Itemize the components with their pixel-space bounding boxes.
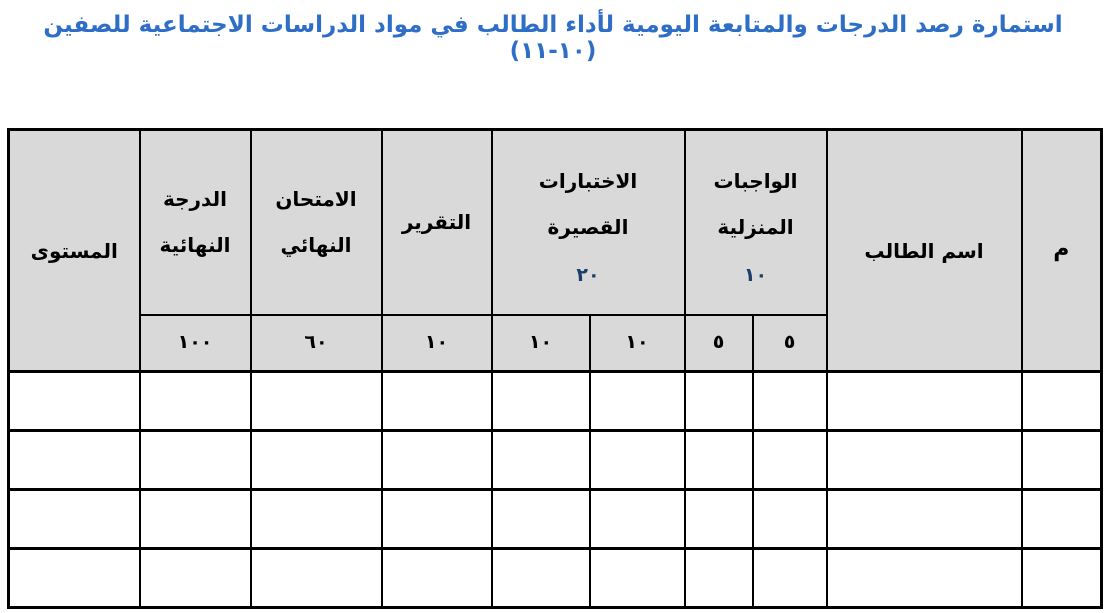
report-max: ١٠: [380, 313, 493, 373]
col-header-level: المستوى: [7, 128, 141, 373]
empty-grade-cell: [683, 370, 754, 432]
empty-grade-cell: [380, 429, 493, 491]
empty-grade-cell: [7, 547, 141, 609]
col-header-final-grade: الدرجة النهائية: [138, 128, 252, 316]
table-row: [7, 547, 1103, 609]
empty-grade-cell: [7, 429, 141, 491]
empty-grade-cell: [249, 370, 383, 432]
empty-grade-cell: [751, 547, 828, 609]
quizzes-sub2-max: ١٠: [490, 313, 591, 373]
table-row: [7, 488, 1103, 550]
empty-grade-cell: [1020, 547, 1103, 609]
table-header: م اسم الطالب الواجبات المنزلية ١٠ الاختب…: [7, 128, 1103, 373]
grades-table: م اسم الطالب الواجبات المنزلية ١٠ الاختب…: [7, 128, 1103, 609]
homework-sub2-max: ٥: [683, 313, 754, 373]
quizzes-sub1-max: ١٠: [588, 313, 686, 373]
empty-grade-cell: [751, 429, 828, 491]
empty-grade-cell: [825, 547, 1023, 609]
empty-grade-cell: [588, 370, 686, 432]
empty-grade-cell: [490, 429, 591, 491]
quizzes-label: الاختبارات القصيرة: [538, 168, 638, 239]
empty-grade-cell: [1020, 370, 1103, 432]
quizzes-total-max: ٢٠: [576, 263, 600, 286]
empty-grade-cell: [751, 370, 828, 432]
table-row: [7, 429, 1103, 491]
homework-label: الواجبات المنزلية: [713, 168, 798, 239]
empty-grade-cell: [825, 370, 1023, 432]
empty-grade-cell: [138, 429, 252, 491]
empty-grade-cell: [490, 370, 591, 432]
empty-grade-cell: [380, 547, 493, 609]
final-exam-label: الامتحان النهائي: [275, 187, 357, 258]
empty-grade-cell: [380, 370, 493, 432]
empty-grade-cell: [588, 488, 686, 550]
final-exam-max: ٦٠: [249, 313, 383, 373]
col-header-index: م: [1020, 128, 1103, 373]
empty-grade-cell: [7, 488, 141, 550]
empty-grade-cell: [490, 488, 591, 550]
table-row: [7, 370, 1103, 432]
empty-grade-cell: [683, 429, 754, 491]
empty-grade-cell: [249, 547, 383, 609]
grades-body: [7, 370, 1103, 609]
empty-grade-cell: [825, 429, 1023, 491]
empty-grade-cell: [138, 547, 252, 609]
empty-grade-cell: [825, 488, 1023, 550]
empty-grade-cell: [683, 547, 754, 609]
report-label: التقرير: [401, 210, 472, 235]
empty-grade-cell: [249, 429, 383, 491]
empty-grade-cell: [380, 488, 493, 550]
empty-grade-cell: [490, 547, 591, 609]
empty-grade-cell: [588, 429, 686, 491]
empty-grade-cell: [588, 547, 686, 609]
empty-grade-cell: [751, 488, 828, 550]
col-header-report: التقرير: [380, 128, 493, 316]
empty-grade-cell: [1020, 429, 1103, 491]
form-title: استمارة رصد الدرجات والمتابعة اليومية لأ…: [43, 12, 1063, 64]
empty-grade-cell: [249, 488, 383, 550]
col-header-student-name: اسم الطالب: [825, 128, 1023, 373]
col-header-homework: الواجبات المنزلية ١٠: [683, 128, 828, 316]
empty-grade-cell: [683, 488, 754, 550]
empty-grade-cell: [1020, 488, 1103, 550]
col-header-quizzes: الاختبارات القصيرة ٢٠: [490, 128, 686, 316]
homework-total-max: ١٠: [743, 263, 768, 286]
empty-grade-cell: [138, 488, 252, 550]
final-grade-label: الدرجة النهائية: [159, 187, 231, 258]
homework-sub1-max: ٥: [751, 313, 828, 373]
empty-grade-cell: [7, 370, 141, 432]
empty-grade-cell: [138, 370, 252, 432]
col-header-final-exam: الامتحان النهائي: [249, 128, 383, 316]
final-grade-max: ١٠٠: [138, 313, 252, 373]
